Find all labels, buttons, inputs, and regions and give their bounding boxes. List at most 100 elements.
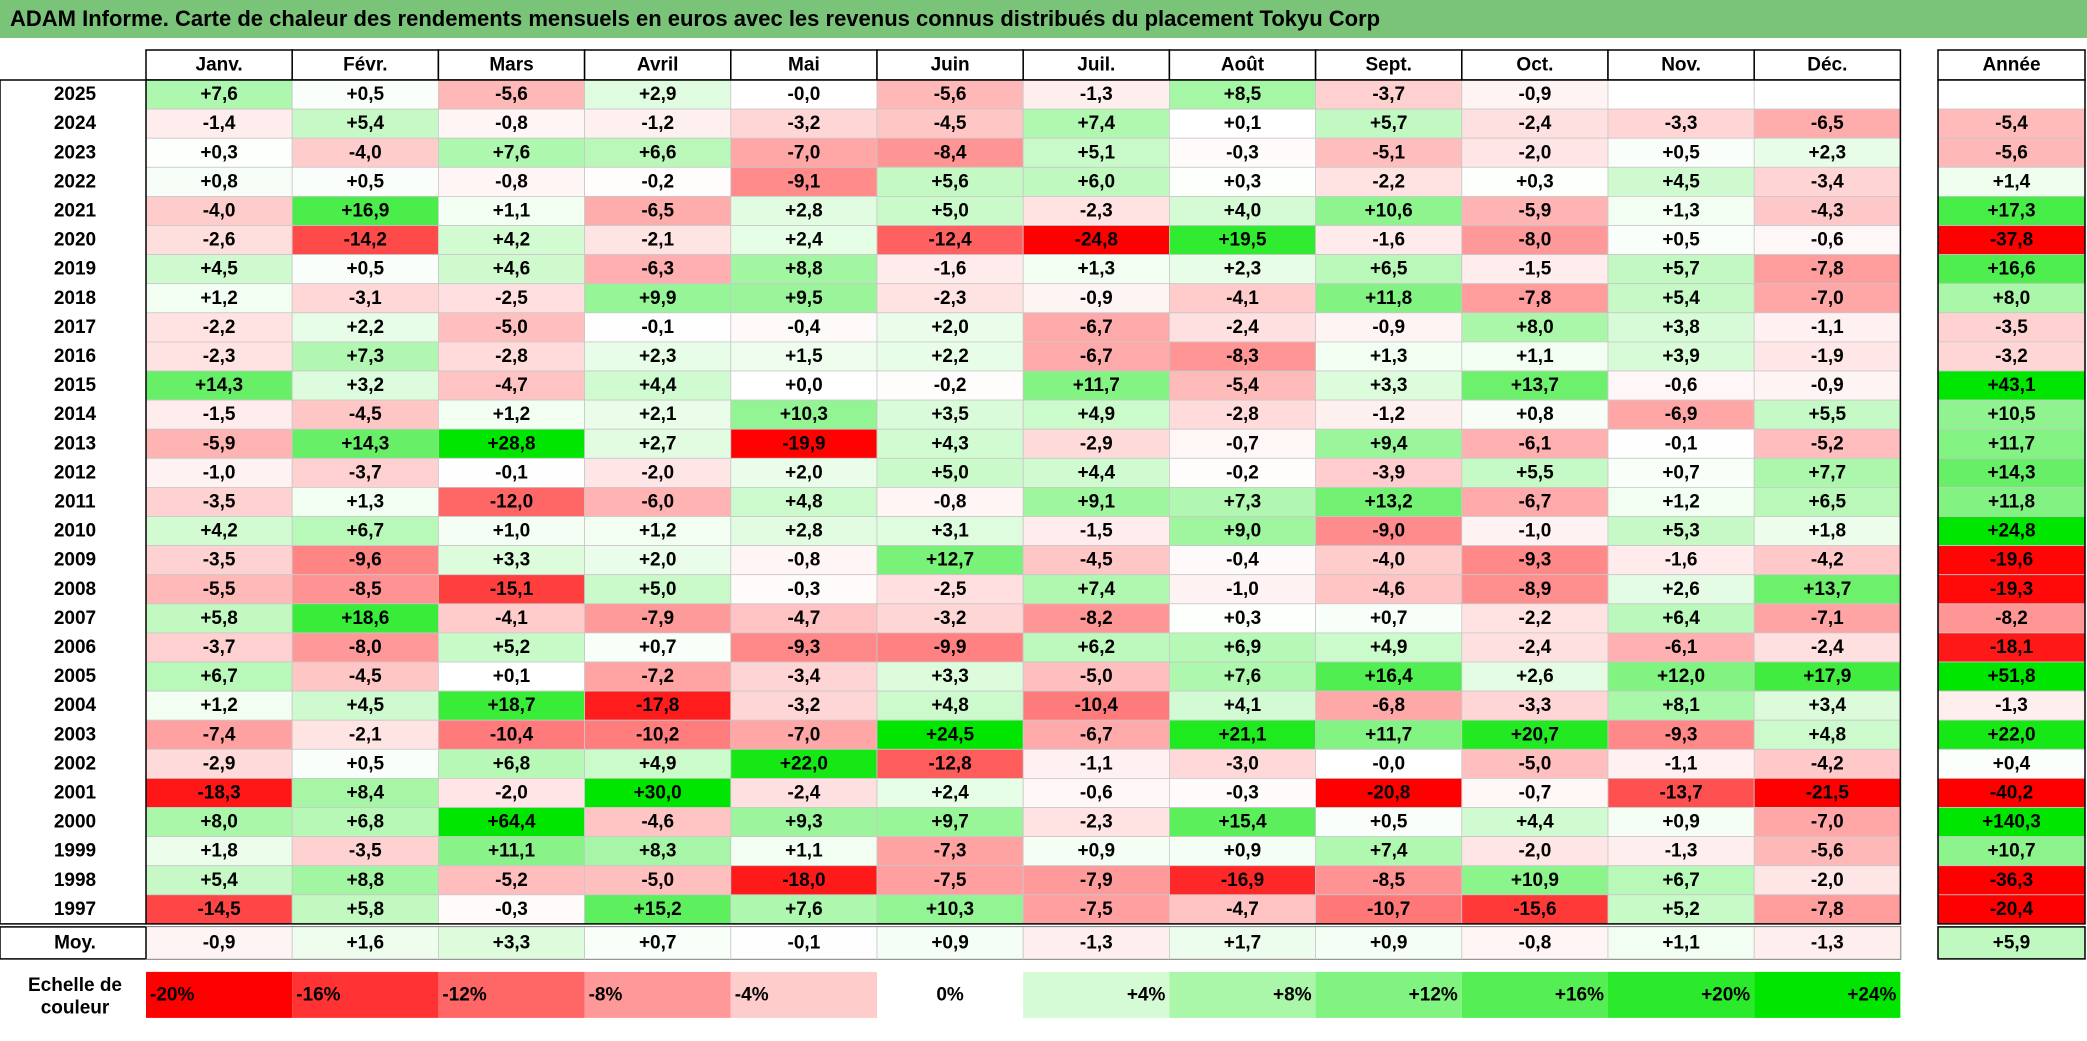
cell-value: -3,0 — [1226, 753, 1259, 774]
heatmap-cell — [730, 195, 878, 226]
heatmap-cell — [1022, 865, 1170, 896]
year-label: 1997 — [54, 899, 96, 920]
heatmap-cell — [584, 166, 732, 197]
annual-value: -20,4 — [1990, 899, 2034, 920]
month-header-label: Juin — [931, 55, 970, 76]
cell-value: +0,5 — [1370, 812, 1408, 833]
heatmap-cell — [1315, 457, 1463, 488]
scale-swatch — [584, 971, 731, 1018]
cell-value: +5,8 — [200, 608, 238, 629]
heatmap-cell — [1169, 836, 1317, 867]
heatmap-cell — [1607, 545, 1755, 576]
cell-value: -19,9 — [782, 433, 825, 454]
cell-value: +2,7 — [639, 433, 677, 454]
heatmap-cell — [1315, 545, 1463, 576]
cell-value: +1,3 — [1370, 346, 1408, 367]
cell-value: +2,8 — [785, 521, 823, 542]
heatmap-cell — [145, 836, 293, 867]
scale-step-label: +20% — [1701, 984, 1750, 1005]
cell-value: +0,5 — [347, 259, 385, 280]
cell-value: +1,8 — [200, 841, 238, 862]
heatmap-cell — [1169, 79, 1317, 110]
heatmap-cell — [1753, 545, 1901, 576]
heatmap-cell — [876, 137, 1024, 168]
month-header-label: Déc. — [1807, 55, 1847, 76]
cell-value: -7,5 — [934, 870, 967, 891]
cell-value: +1,2 — [200, 288, 238, 309]
heatmap-cell — [1169, 195, 1317, 226]
cell-value: +0,5 — [347, 753, 385, 774]
year-label: 2022 — [54, 171, 96, 192]
heatmap-cell — [1607, 516, 1755, 547]
cell-value: +4,6 — [493, 259, 531, 280]
annual-value: -1,3 — [1995, 695, 2028, 716]
cell-value: -6,0 — [641, 491, 674, 512]
cell-value: +6,4 — [1662, 608, 1700, 629]
annual-cell — [1937, 108, 2086, 139]
heatmap-cell — [1461, 312, 1609, 343]
heatmap-cell — [145, 807, 293, 838]
cell-value: +6,2 — [1078, 637, 1116, 658]
month-header-label: Nov. — [1661, 55, 1701, 76]
cell-value: -1,9 — [1811, 346, 1844, 367]
cell-value: -2,5 — [495, 288, 528, 309]
cell-value: +0,3 — [1516, 171, 1554, 192]
cell-value: -5,6 — [495, 84, 528, 105]
year-label: 2002 — [54, 753, 96, 774]
year-label: 2009 — [54, 550, 96, 571]
cell-value: -3,5 — [203, 491, 236, 512]
cell-value: -2,6 — [203, 230, 236, 251]
heatmap-cell — [1461, 661, 1609, 692]
cell-value: +0,9 — [1078, 841, 1116, 862]
heatmap-cell — [1753, 195, 1901, 226]
average-cell — [876, 926, 1024, 960]
cell-value: -9,3 — [1665, 724, 1698, 745]
average-annual-cell — [1937, 926, 2086, 960]
cell-value: +2,0 — [785, 462, 823, 483]
cell-value: +7,6 — [785, 899, 823, 920]
heatmap-cell — [876, 632, 1024, 663]
average-cell — [291, 926, 439, 960]
cell-value: +3,1 — [931, 521, 969, 542]
annual-cell — [1937, 225, 2086, 256]
cell-value: -3,7 — [349, 462, 382, 483]
scale-step-label: -20% — [150, 984, 194, 1005]
cell-value: +2,2 — [931, 346, 969, 367]
heatmap-cell — [1315, 632, 1463, 663]
heatmap-cell — [291, 865, 439, 896]
cell-value: -5,0 — [1080, 666, 1113, 687]
cell-value: +2,2 — [347, 317, 385, 338]
heatmap-cell — [145, 719, 293, 750]
heatmap-cell — [1169, 574, 1317, 605]
cell-value: -1,3 — [1665, 841, 1698, 862]
cell-value: -8,5 — [349, 579, 382, 600]
annual-value: -3,2 — [1995, 346, 2028, 367]
cell-value: +2,9 — [639, 84, 677, 105]
cell-value: +7,3 — [1224, 491, 1262, 512]
heatmap-cell — [1607, 661, 1755, 692]
cell-value: -6,1 — [1665, 637, 1698, 658]
heatmap-cell — [145, 516, 293, 547]
cell-value: +11,1 — [488, 841, 535, 862]
month-header-label: Sept. — [1365, 55, 1411, 76]
cell-value: -0,2 — [934, 375, 967, 396]
heatmap-cell — [1607, 690, 1755, 721]
cell-value: -0,7 — [1519, 782, 1552, 803]
heatmap-cell — [1753, 632, 1901, 663]
cell-value: -4,2 — [1811, 753, 1844, 774]
heatmap-cell — [1461, 254, 1609, 285]
cell-value: +8,1 — [1662, 695, 1700, 716]
cell-value: +4,9 — [1078, 404, 1116, 425]
cell-value: +2,0 — [931, 317, 969, 338]
cell-value: -6,5 — [641, 200, 674, 221]
month-header-label: Août — [1221, 55, 1265, 76]
cell-value: -4,7 — [788, 608, 821, 629]
annual-value: +17,3 — [1987, 200, 2035, 221]
heatmap-cell — [145, 225, 293, 256]
heatmap-cell — [730, 661, 878, 692]
cell-value: +6,0 — [1078, 171, 1116, 192]
cell-value: +0,8 — [200, 171, 238, 192]
cell-value: +7,6 — [1224, 666, 1262, 687]
heatmap-cell — [730, 748, 878, 779]
month-header-label: Juil. — [1077, 55, 1115, 76]
